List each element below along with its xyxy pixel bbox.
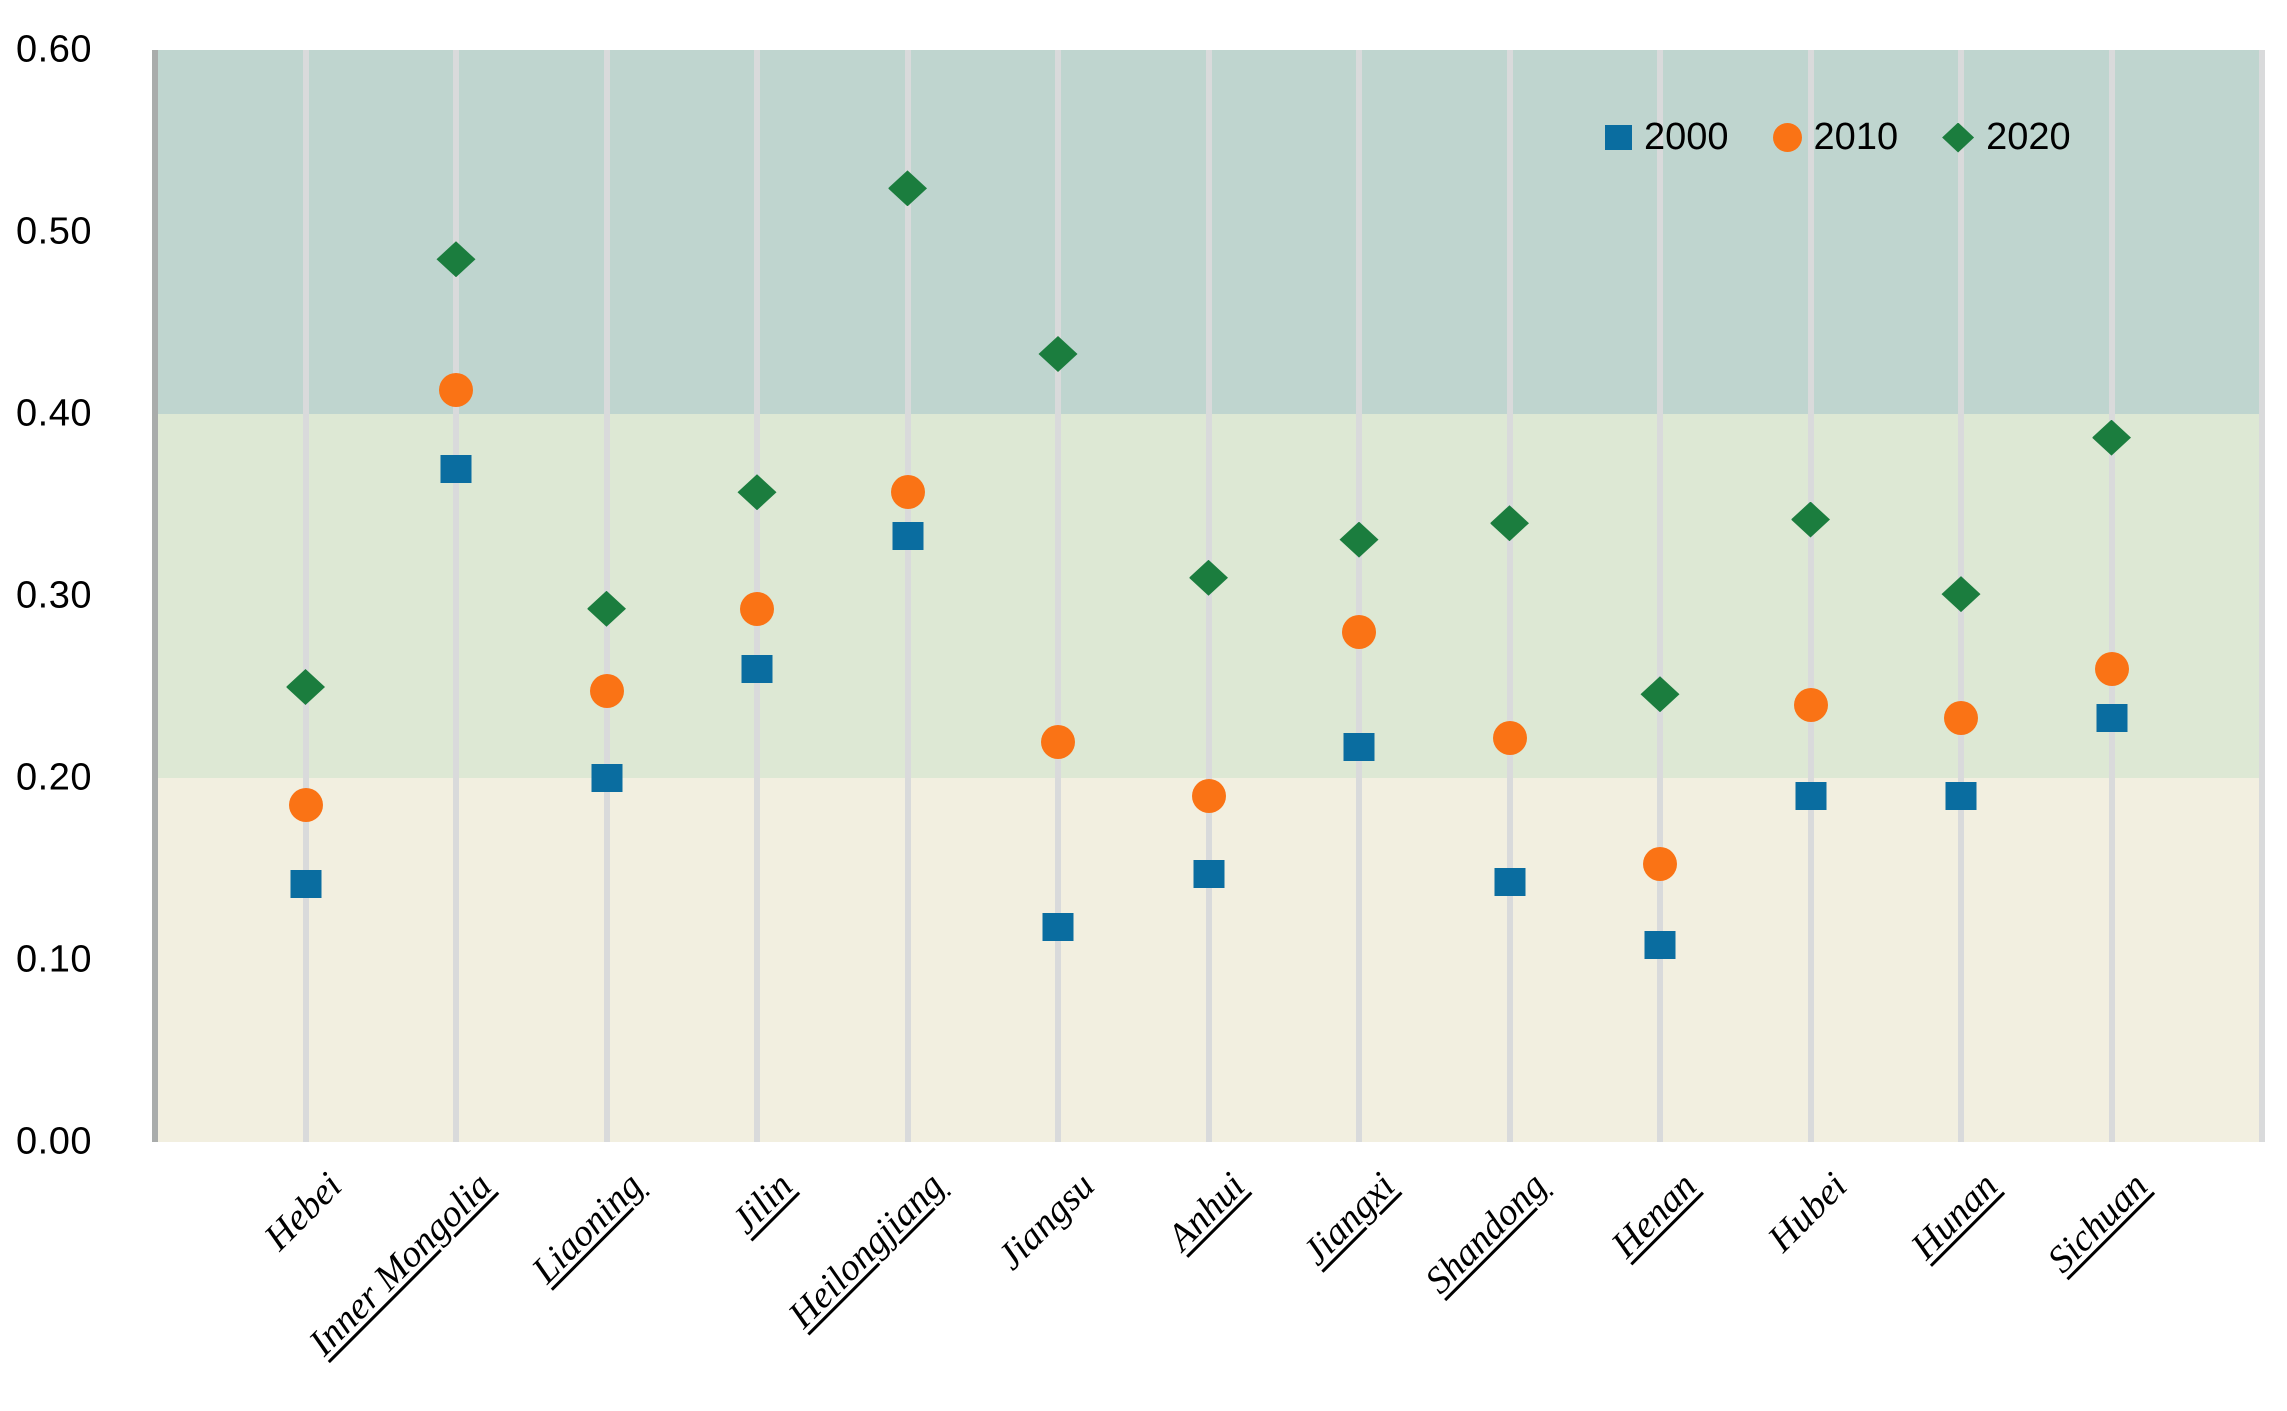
marker-2010-Henan — [1643, 846, 1677, 881]
y-tick-label: 0.30 — [16, 574, 92, 617]
marker-2000-Shandong — [1494, 867, 1525, 896]
legend-item-2020: 2020 — [1942, 116, 2071, 159]
gridline-vertical — [453, 50, 459, 1142]
marker-2010-Hunan — [1944, 700, 1978, 735]
marker-2000-Inner Mongolia — [440, 454, 472, 483]
x-category-label: Hubei — [1759, 1164, 1855, 1261]
marker-2000-Hunan — [1945, 782, 1977, 811]
x-category-label: Jilin — [723, 1164, 802, 1243]
x-category-label: Hebei — [256, 1164, 350, 1259]
gridline-vertical — [1657, 50, 1663, 1142]
gridline-vertical — [1506, 50, 1513, 1142]
marker-2010-Hebei — [288, 788, 323, 823]
legend-label-2020: 2020 — [1986, 116, 2071, 158]
legend-diamond-icon — [1942, 122, 1975, 153]
marker-2000-Jiangxi — [1343, 733, 1375, 762]
marker-2010-Heilongjiang — [890, 475, 925, 510]
legend-label-2010: 2010 — [1813, 116, 1899, 158]
marker-2000-Anhui — [1193, 860, 1224, 889]
y-tick-label: 0.10 — [16, 938, 92, 981]
gridline-vertical — [1205, 50, 1212, 1142]
marker-2010-Jiangsu — [1041, 724, 1075, 759]
x-category-label: Liaoning — [524, 1164, 651, 1292]
marker-2010-Hubei — [1793, 688, 1828, 723]
gridline-vertical — [2108, 50, 2115, 1142]
marker-2010-Sichuan — [2094, 651, 2129, 686]
legend-item-2000: 2000 — [1605, 116, 1729, 159]
x-category-label: Sichuan — [2039, 1164, 2156, 1281]
marker-2010-Shandong — [1492, 720, 1527, 755]
marker-2000-Liaoning — [591, 764, 622, 792]
marker-2010-Liaoning — [589, 673, 624, 708]
marker-2000-Henan — [1644, 931, 1676, 960]
x-category-label: Shandong — [1416, 1164, 1554, 1302]
y-tick-label: 0.20 — [16, 756, 92, 799]
gridline-vertical — [302, 50, 309, 1142]
x-category-label: Jiangsu — [989, 1164, 1103, 1278]
marker-2000-Sichuan — [2096, 703, 2127, 732]
marker-2010-Anhui — [1191, 779, 1226, 814]
plot-area — [152, 50, 2265, 1142]
marker-2000-Hubei — [1795, 782, 1826, 811]
gridline-vertical — [2259, 50, 2265, 1142]
gridline-vertical — [1356, 50, 1362, 1142]
legend: 2000 2010 2020 — [1605, 116, 2071, 159]
x-category-label: Jiangxi — [1294, 1164, 1404, 1274]
x-category-label: Hunan — [1902, 1164, 2006, 1268]
y-tick-label: 0.40 — [16, 392, 92, 435]
x-category-label: Anhui — [1159, 1164, 1253, 1259]
y-axis-line — [152, 50, 158, 1142]
y-tick-label: 0.50 — [16, 210, 92, 253]
marker-2000-Hebei — [290, 869, 321, 898]
marker-2010-Inner Mongolia — [439, 373, 473, 408]
gridline-vertical — [1807, 50, 1814, 1142]
legend-circle-icon — [1772, 123, 1802, 152]
x-category-label: Henan — [1603, 1164, 1705, 1267]
marker-2010-Jilin — [740, 591, 774, 626]
gridline-vertical — [904, 50, 911, 1142]
legend-square-icon — [1605, 125, 1632, 150]
marker-2010-Jiangxi — [1342, 615, 1376, 650]
y-tick-label: 0.60 — [16, 28, 92, 71]
legend-label-2000: 2000 — [1644, 116, 1729, 158]
gridline-vertical — [1055, 50, 1061, 1142]
y-tick-label: 0.00 — [16, 1120, 92, 1163]
marker-2000-Jiangsu — [1042, 913, 1074, 942]
marker-2000-Heilongjiang — [892, 521, 923, 550]
x-category-label: Heilongjiang — [780, 1164, 952, 1337]
legend-item-2010: 2010 — [1772, 116, 1899, 159]
marker-2000-Jilin — [741, 654, 773, 683]
